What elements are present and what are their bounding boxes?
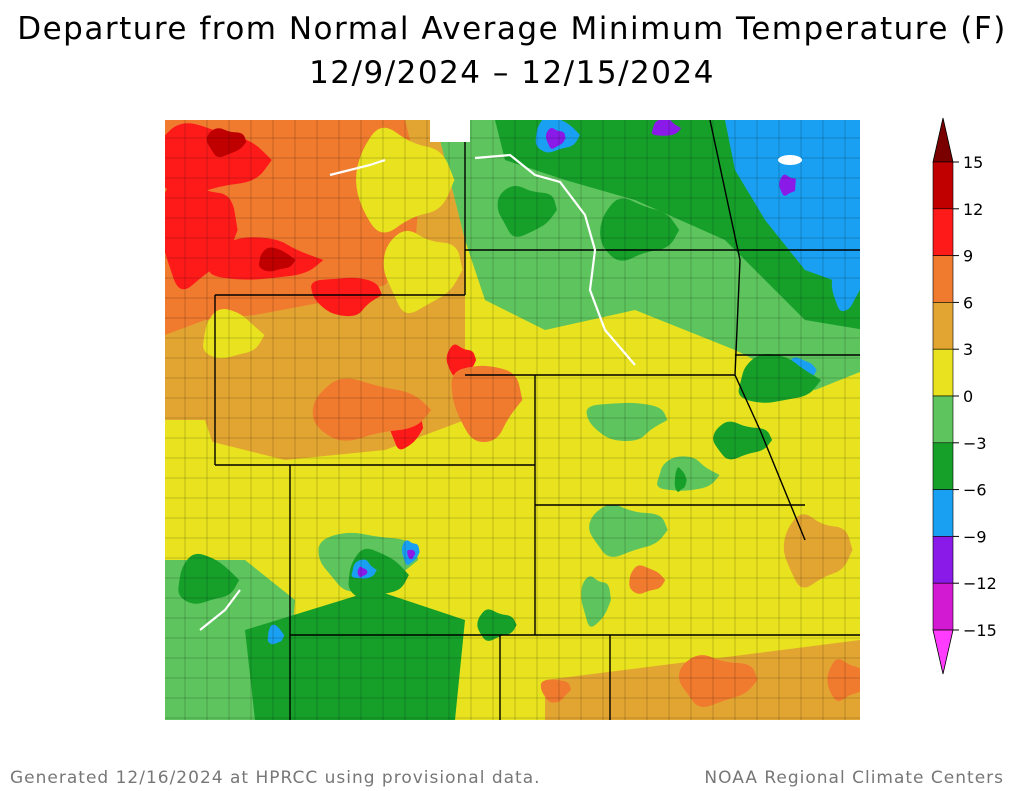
warm-anomaly (311, 277, 383, 317)
state-border (709, 120, 806, 541)
legend-tick-labels: 15 12 9 6 3 0 −3 −6 −9 −12 −15 (953, 153, 997, 640)
cold-anomaly (794, 120, 860, 237)
legend-tick-label: 12 (963, 200, 983, 219)
legend-tick-label: −6 (963, 481, 987, 500)
legend-tick-label: 0 (963, 387, 973, 406)
river (329, 158, 386, 177)
contour-area (477, 609, 517, 641)
strong-warm-anomaly (258, 247, 296, 272)
river (199, 589, 241, 631)
legend-band (932, 255, 954, 303)
contour-area (713, 421, 773, 460)
agency-credit: NOAA Regional Climate Centers (704, 768, 1004, 788)
contour-area (738, 354, 821, 403)
contour-area (581, 576, 611, 627)
contour-area (312, 378, 432, 441)
contour-area (629, 565, 666, 594)
boundary-lines (165, 120, 860, 720)
legend-band (932, 302, 954, 350)
legend-band (932, 348, 954, 397)
unshaded-area (430, 120, 470, 142)
cold-anomaly (267, 624, 285, 645)
river (474, 153, 636, 366)
temperature-contour-fills (165, 120, 860, 720)
idaho-yellow-zone (165, 420, 225, 540)
contour-area (203, 308, 265, 359)
strong-cold-anomaly (407, 549, 416, 560)
contour-area (827, 659, 860, 701)
strong-cold-anomaly (357, 566, 368, 578)
strong-cold-anomaly (545, 128, 566, 149)
legend-tick-label: 9 (963, 247, 973, 266)
colorado-green-zone (245, 590, 465, 720)
cold-anomaly (831, 272, 860, 312)
legend-band (932, 395, 954, 444)
legend-band (932, 582, 954, 631)
legend-tick-label: −15 (963, 621, 997, 640)
contour-area (586, 402, 668, 442)
contour-area (540, 679, 571, 703)
contour-area (497, 185, 557, 237)
contour-area (356, 127, 455, 233)
legend-tick-label: −9 (963, 527, 987, 546)
legend-tick-label: 6 (963, 293, 973, 312)
contour-area (451, 365, 523, 443)
color-scale-legend: 15 12 9 6 3 0 −3 −6 −9 −12 −15 (932, 117, 997, 675)
legend-band (932, 489, 954, 537)
legend-band (932, 442, 954, 490)
strong-warm-anomaly (206, 128, 247, 158)
map-title: Departure from Normal Average Minimum Te… (17, 11, 1007, 47)
strong-cold-anomaly (651, 120, 682, 136)
legend-tick-label: 15 (963, 153, 983, 172)
contour-area (678, 655, 758, 707)
legend-band (932, 536, 954, 584)
legend-color-bands (932, 117, 954, 675)
legend-band (932, 161, 954, 210)
legend-band (932, 208, 954, 256)
contour-area (657, 456, 720, 491)
temperature-departure-map (165, 120, 860, 720)
generated-note: Generated 12/16/2024 at HPRCC using prov… (10, 768, 541, 788)
legend-tick-label: −12 (963, 574, 997, 593)
legend-tick-label: −3 (963, 434, 987, 453)
strong-cold-anomaly (779, 174, 799, 196)
map-date-range: 12/9/2024 – 12/15/2024 (309, 55, 715, 91)
legend-tick-label: 3 (963, 340, 973, 359)
legend-arrow-top (932, 117, 954, 163)
contour-area (383, 230, 463, 314)
legend-arrow-bottom (932, 629, 954, 675)
contour-area (600, 198, 680, 261)
contour-area (178, 553, 240, 604)
lake (778, 155, 802, 165)
contour-area (674, 467, 687, 492)
